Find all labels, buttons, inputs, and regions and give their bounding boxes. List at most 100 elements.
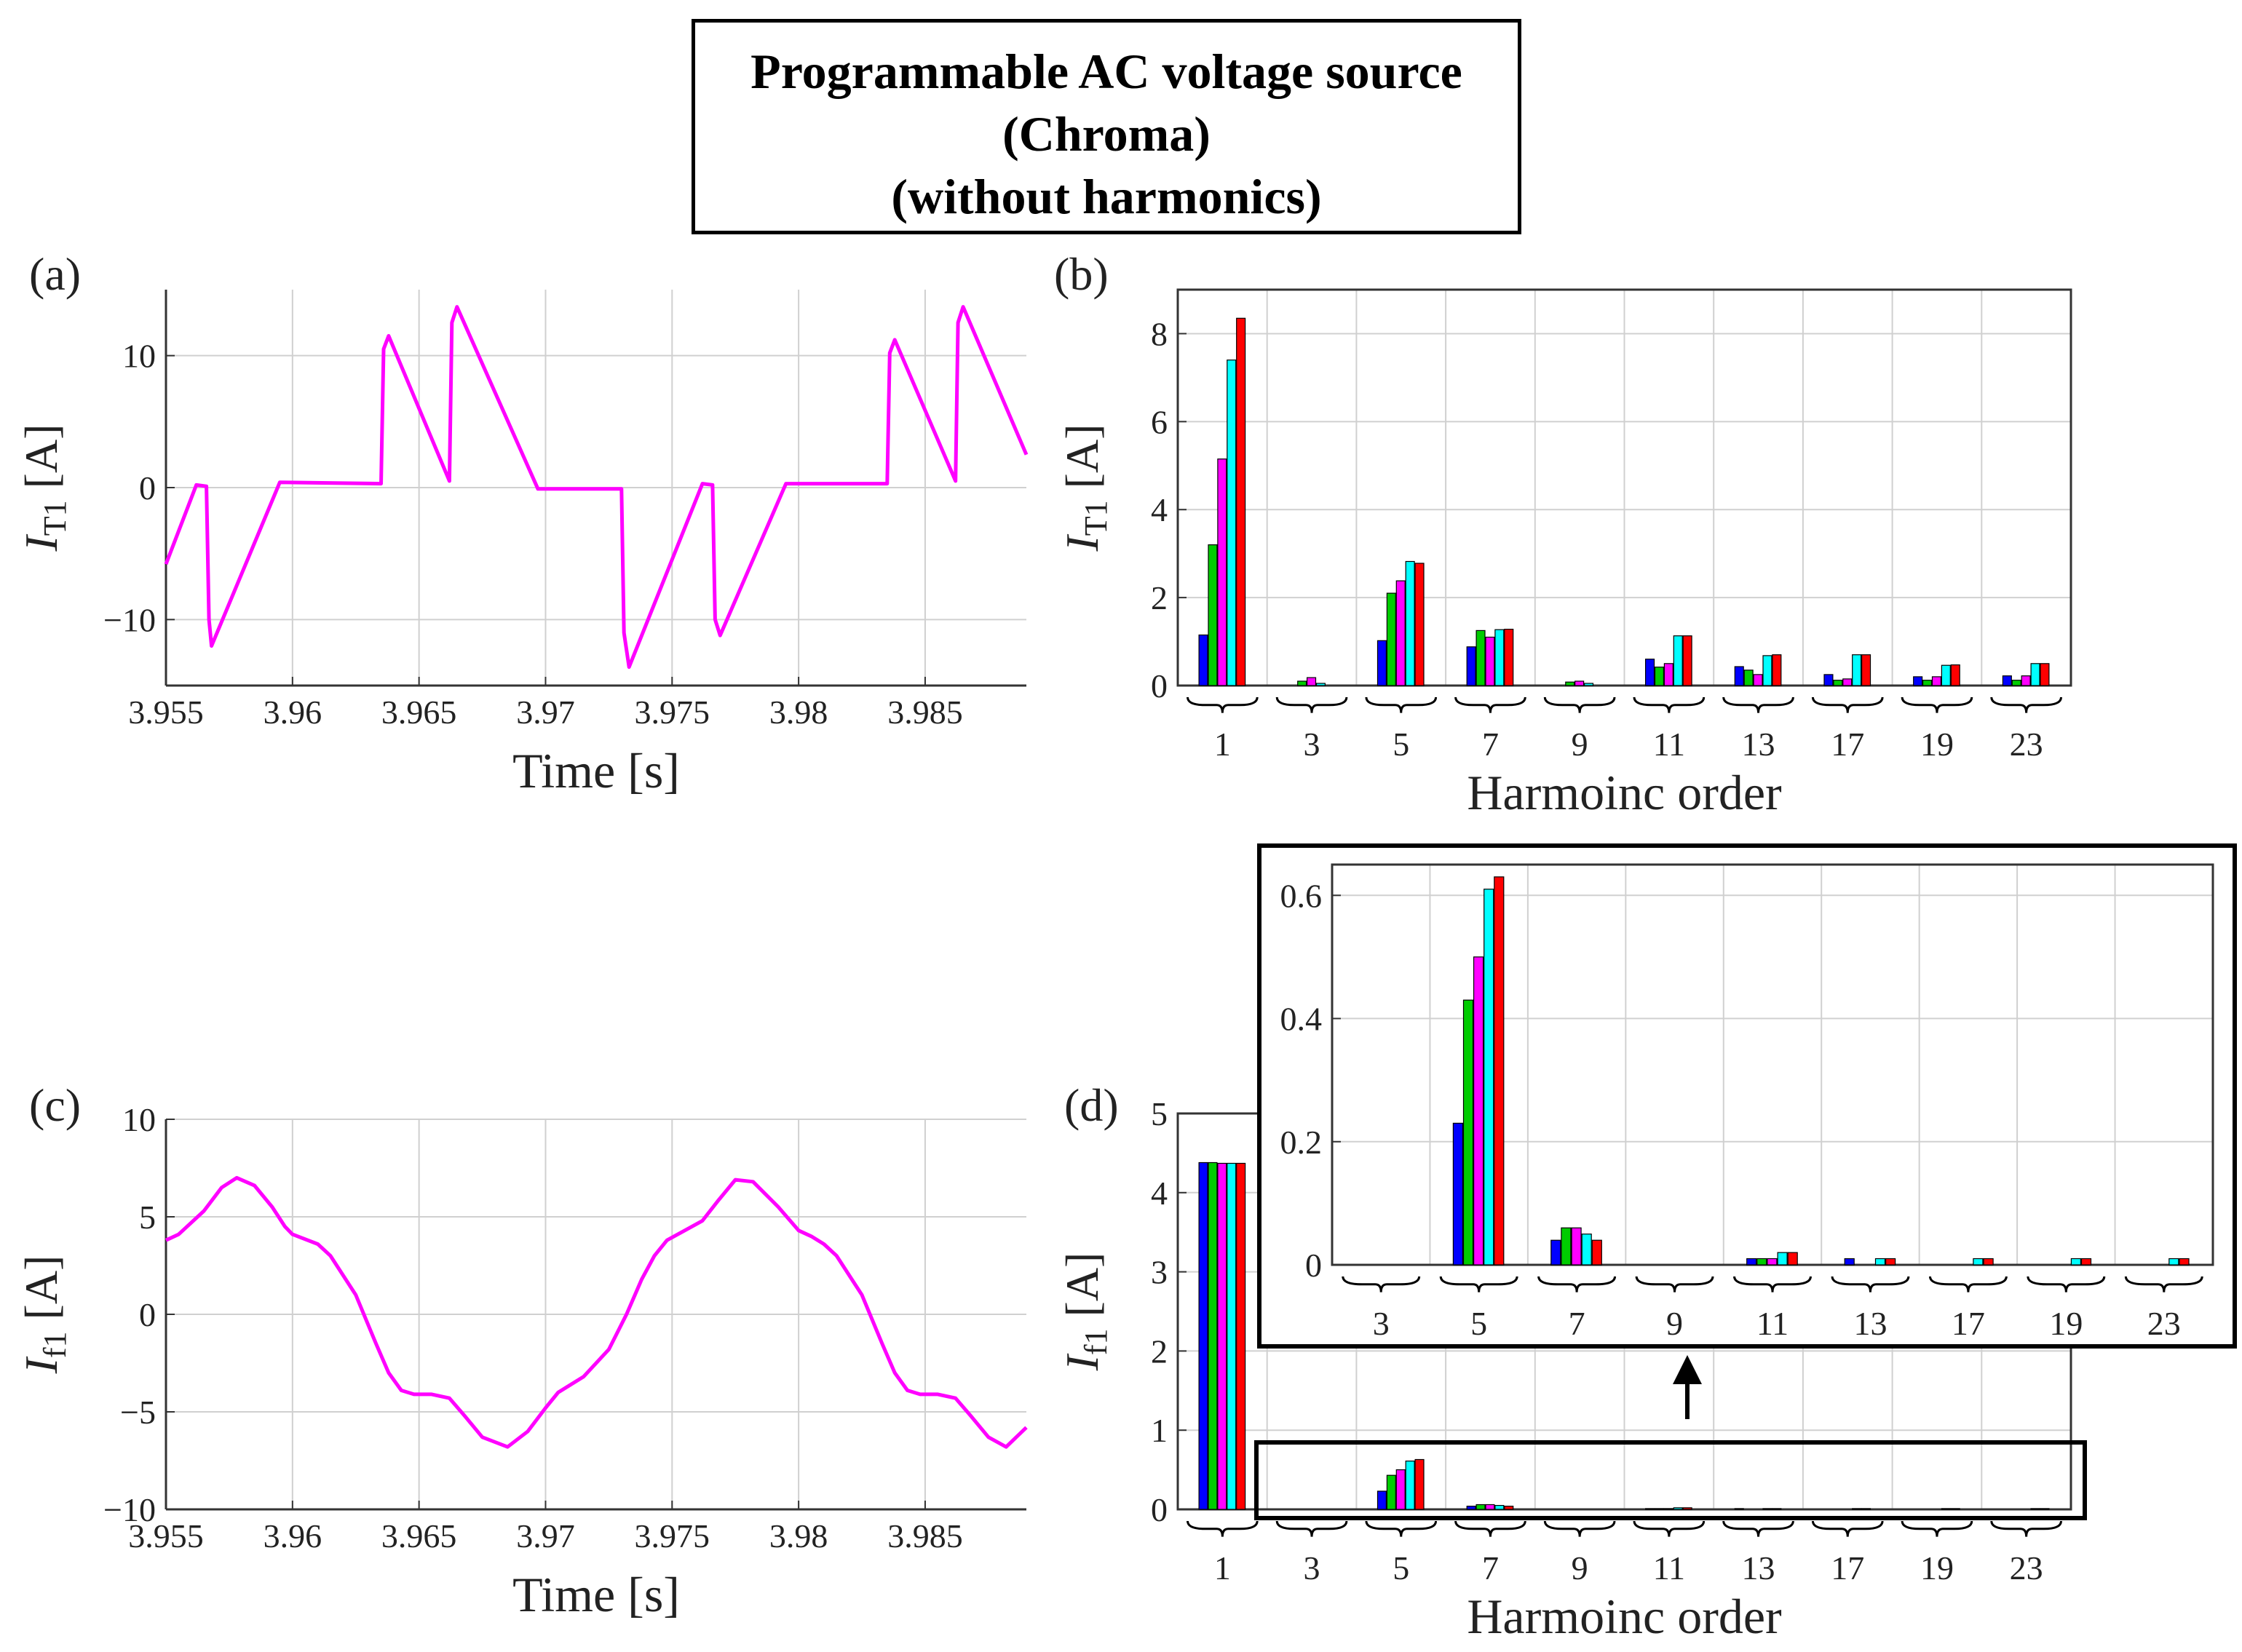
bar-s2-h1 [1208, 544, 1218, 686]
y-tick-label: 0 [139, 1296, 156, 1333]
x-tick-label: 11 [1653, 1549, 1685, 1587]
bar-s5-h19 [2080, 1258, 2092, 1266]
bar-s1-h1 [1198, 1161, 1208, 1510]
y-tick-label: 0.6 [1280, 877, 1323, 914]
bar-s4-h11 [1673, 635, 1683, 686]
bar-s4-h5 [1405, 1460, 1415, 1510]
category-brace [1635, 1276, 1714, 1292]
x-tick-label: 13 [1742, 1549, 1775, 1587]
chart-panel-a: 3.955 3.96 3.965 3.97 3.975 3.98 3.985 −10 0 10 Ti… [15, 248, 1029, 798]
category-brace [1633, 696, 1706, 713]
y-tick-label: 0 [1151, 1491, 1168, 1528]
bar-s5-h5 [1414, 563, 1425, 686]
bar-s1-h13 [1844, 1258, 1855, 1266]
bar-s2-h7 [1475, 1504, 1486, 1510]
bar-s4-h17 [1852, 654, 1862, 686]
bar-s4-h19 [2070, 1258, 2081, 1266]
bar-s4-h23 [2030, 663, 2040, 686]
category-brace [1990, 1520, 2062, 1537]
y-tick-label: −10 [103, 1491, 156, 1528]
bar-s4-h17 [1973, 1258, 1984, 1266]
x-tick-label: 3 [1373, 1305, 1390, 1342]
y-tick-label: 4 [1151, 491, 1168, 528]
x-tick-label: 7 [1482, 1549, 1499, 1587]
title-line-2: (Chroma) [1002, 106, 1211, 162]
x-tick-label: 7 [1482, 726, 1499, 763]
chart-panel-d-inset: 0 0.2 0.4 0.6 3 5 7 9 11 13 17 19 23 [1280, 863, 2214, 1342]
bar-s5-h17 [1983, 1258, 1994, 1266]
y-tick-label: 6 [1151, 403, 1168, 440]
bar-s5-h17 [1861, 654, 1871, 686]
bar-s4-h1 [1227, 360, 1237, 686]
x-tick-label: 3.97 [516, 694, 575, 731]
bar-s3-h11 [1767, 1258, 1778, 1266]
x-tick-label: 11 [1653, 726, 1685, 763]
bar-s3-h7 [1571, 1227, 1582, 1266]
x-tick-label: 3.985 [887, 694, 963, 731]
category-brace [1722, 696, 1794, 713]
bar-s4-h13 [1874, 1258, 1886, 1266]
category-brace [1537, 1276, 1617, 1292]
y-tick-label: 3 [1151, 1254, 1168, 1291]
category-brace [2027, 1276, 2106, 1292]
bar-s2-h1 [1208, 1161, 1218, 1510]
bar-s2-h11 [1756, 1258, 1767, 1266]
bar-s2-h3 [1297, 680, 1307, 686]
y-tick-label: 4 [1151, 1175, 1168, 1212]
y-tick-label: 1 [1151, 1412, 1168, 1449]
bar-s2-h5 [1386, 1474, 1396, 1510]
bar-s3-h9 [1574, 680, 1585, 686]
bar-s1-h5 [1377, 640, 1387, 686]
category-brace [1543, 1520, 1616, 1537]
category-brace [1831, 1276, 1910, 1292]
y-tick-label: −5 [120, 1394, 156, 1431]
x-tick-label: 19 [1920, 1549, 1954, 1587]
x-tick-label: 7 [1569, 1305, 1585, 1342]
x-tick-label: 3.985 [887, 1517, 963, 1554]
x-tick-label: 3.975 [635, 694, 710, 731]
x-tick-label: 23 [2010, 726, 2043, 763]
y-tick-label: 0 [1305, 1247, 1322, 1284]
figure-title-box: Programmable AC voltage source (Chroma) … [692, 19, 1521, 234]
bar-s1-h5 [1377, 1490, 1387, 1510]
bar-s3-h23 [2021, 675, 2031, 686]
x-tick-label: 1 [1214, 726, 1231, 763]
bar-s4-h9 [1584, 683, 1594, 686]
category-brace [1928, 1276, 2008, 1292]
bar-s5-h5 [1494, 876, 1505, 1266]
x-tick-label: 17 [1831, 726, 1864, 763]
category-brace [1439, 1276, 1518, 1292]
y-tick-label: 2 [1151, 579, 1168, 616]
y-tick-label: 0.4 [1280, 1001, 1323, 1038]
plot-frame [1176, 288, 2072, 687]
bar-s5-h11 [1787, 1252, 1798, 1266]
y-tick-label: 10 [122, 338, 156, 375]
x-tick-label: 3.955 [128, 694, 204, 731]
category-brace [1722, 1520, 1794, 1537]
bar-s1-h7 [1466, 1506, 1476, 1510]
bar-s4-h7 [1494, 1505, 1505, 1510]
category-brace [2124, 1276, 2203, 1292]
bar-s5-h13 [1885, 1258, 1896, 1266]
bar-s5-h11 [1682, 1507, 1692, 1510]
bar-s3-h5 [1395, 1469, 1406, 1510]
category-brace [1901, 1520, 1973, 1537]
bar-s5-h11 [1682, 635, 1692, 686]
bar-s4-h23 [2168, 1258, 2179, 1266]
title-line-1: Programmable AC voltage source [750, 44, 1462, 99]
bar-s4-h1 [1227, 1162, 1237, 1510]
bar-s2-h7 [1475, 630, 1486, 686]
bar-s1-h13 [1734, 666, 1744, 686]
x-tick-label: 5 [1393, 726, 1409, 763]
bar-s4-h5 [1405, 560, 1415, 686]
zoom-highlight-box [1254, 1440, 2087, 1520]
category-brace [1454, 696, 1526, 713]
panel-label: (a) [29, 248, 81, 300]
y-axis-label: IT1 [A] [15, 424, 73, 552]
x-tick-label: 5 [1470, 1305, 1487, 1342]
category-brace [1187, 1520, 1259, 1537]
bar-s3-h1 [1217, 1162, 1227, 1510]
y-tick-label: 0 [1151, 667, 1168, 704]
